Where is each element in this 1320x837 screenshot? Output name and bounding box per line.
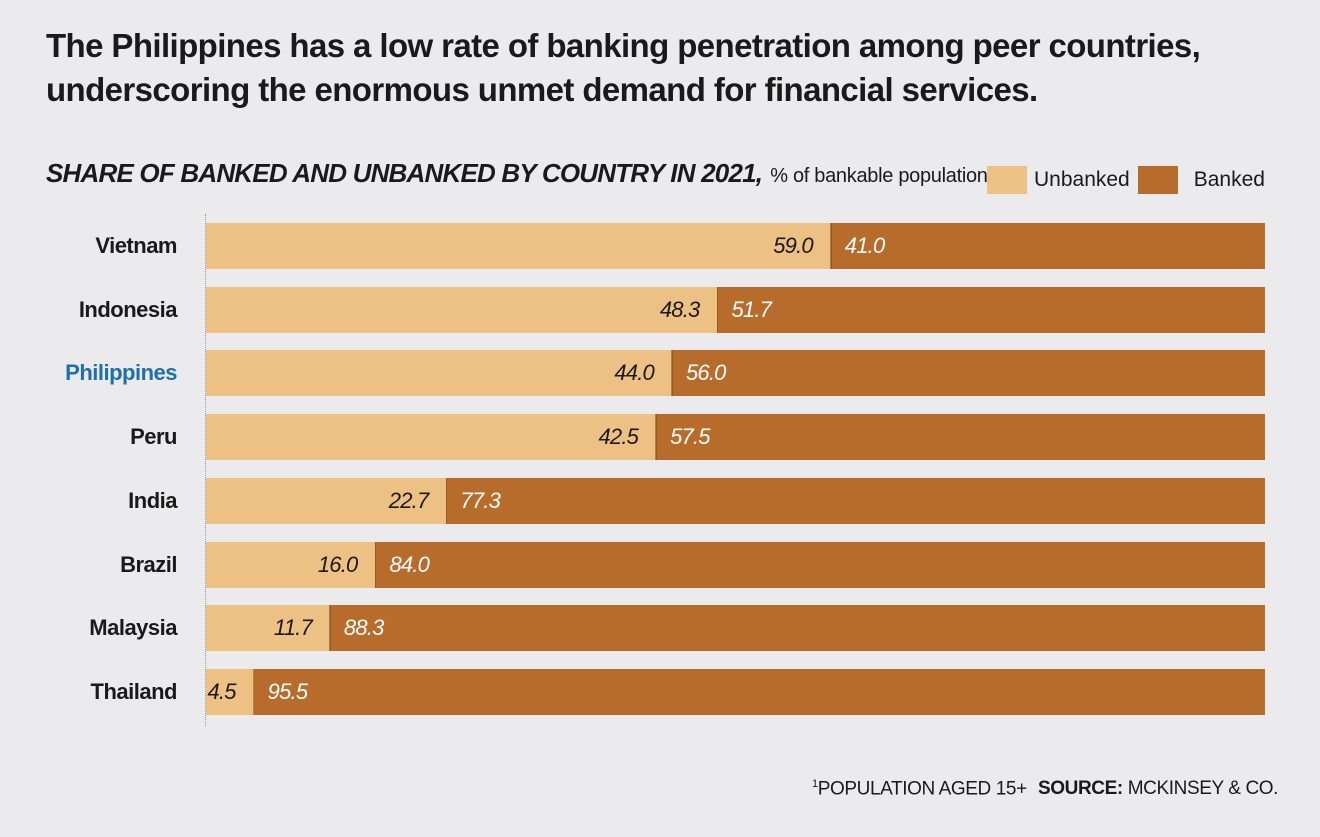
source-text: MCKINSEY & CO. [1127,778,1279,799]
bar-unbanked [206,668,254,715]
value-label-banked: 51.7 [731,296,772,322]
bar-banked [375,541,1265,588]
bar-row: Malaysia 11.7 88.3 [0,605,1320,652]
unit-text: % of bankable population [770,165,988,187]
bar-track: 59.0 41.0 [206,223,1265,269]
bar-divider [445,477,448,524]
bar-unbanked [206,541,376,588]
bar-banked [253,668,1265,715]
bar-row: Thailand 4.5 95.5 [0,668,1320,715]
bar-unbanked [206,477,447,524]
value-label-unbanked: 42.5 [598,424,639,450]
category-label: Brazil [120,551,177,577]
value-label-unbanked: 48.3 [659,296,700,322]
value-label-unbanked: 11.7 [273,615,313,641]
chart-headline: The Philippines has a low rate of bankin… [46,27,1201,108]
bar-divider [329,605,331,652]
chart-title: SHARE OF BANKED AND UNBANKED BY COUNTRY … [46,158,763,188]
bar-row: Philippines 44.0 56.0 [0,350,1320,397]
bar-row: India 22.7 77.3 [0,477,1320,524]
value-label-unbanked: 59.0 [773,233,813,258]
bar-row: Indonesia 48.3 51.7 [0,286,1320,333]
chart-source: SOURCE: MCKINSEY & CO. [1038,778,1278,804]
category-label: Philippines [65,360,177,386]
bar-track: 16.0 84.0 [206,541,1265,588]
bar-unbanked [206,223,831,269]
bar-banked [830,223,1265,269]
bar-banked [656,414,1265,461]
legend-swatch-unbanked [987,166,1027,194]
value-label-banked: 88.3 [343,615,384,641]
value-label-unbanked: 22.7 [388,487,429,513]
value-label-banked: 84.0 [389,551,430,577]
legend-label-unbanked: Unbanked [1034,168,1130,191]
bar-banked [671,350,1265,397]
value-label-banked: 57.5 [670,424,710,450]
bar-unbanked [206,286,718,333]
bar-divider [655,414,657,461]
value-label-unbanked: 16.0 [317,551,358,577]
chart-axis-line [205,214,206,726]
legend-label-banked: Banked [1193,168,1265,191]
bar-unbanked [206,350,672,397]
bar-banked [717,286,1265,333]
bar-row: Vietnam 59.0 41.0 [0,223,1320,269]
bar-divider [830,223,832,269]
bar-divider [374,541,377,588]
bar-track: 4.5 95.5 [206,668,1265,715]
bar-banked [329,605,1265,652]
category-label: Thailand [90,678,178,704]
value-label-unbanked: 4.5 [207,678,236,704]
value-label-banked: 77.3 [460,487,501,513]
value-label-unbanked: 44.0 [614,360,654,386]
source-label: SOURCE: [1038,778,1123,799]
bar-track: 44.0 56.0 [206,350,1265,397]
chart-subtitle-row: SHARE OF BANKED AND UNBANKED BY COUNTRY … [46,158,994,194]
value-label-banked: 56.0 [685,360,726,386]
category-label: Indonesia [78,296,178,322]
chart-footnote: 1POPULATION AGED 15+ [812,778,1027,804]
bar-track: 42.5 57.5 [206,414,1265,461]
chart-legend: Unbanked Banked [987,165,1265,195]
bar-divider [671,350,673,397]
bar-track: 11.7 88.3 [206,605,1265,652]
bar-row: Brazil 16.0 84.0 [0,541,1320,588]
legend-swatch-banked [1137,166,1178,194]
value-label-banked: 41.0 [844,233,885,258]
category-label: Peru [130,424,177,450]
bar-track: 48.3 51.7 [206,286,1265,333]
category-label: Vietnam [95,233,177,258]
bar-banked [446,477,1265,524]
value-label-banked: 95.5 [267,678,308,704]
bar-track: 22.7 77.3 [206,477,1265,524]
bar-unbanked [206,605,330,652]
bar-row: Peru 42.5 57.5 [0,414,1320,461]
footnote-text: POPULATION AGED 15+ [817,778,1027,800]
chart-unit: % of bankable population1 [770,165,994,188]
category-label: Malaysia [89,615,177,641]
category-label: India [128,487,177,513]
bar-unbanked [206,414,657,461]
bar-divider [252,668,255,715]
bar-divider [716,286,719,333]
footnote-marker: 1 [812,778,818,790]
